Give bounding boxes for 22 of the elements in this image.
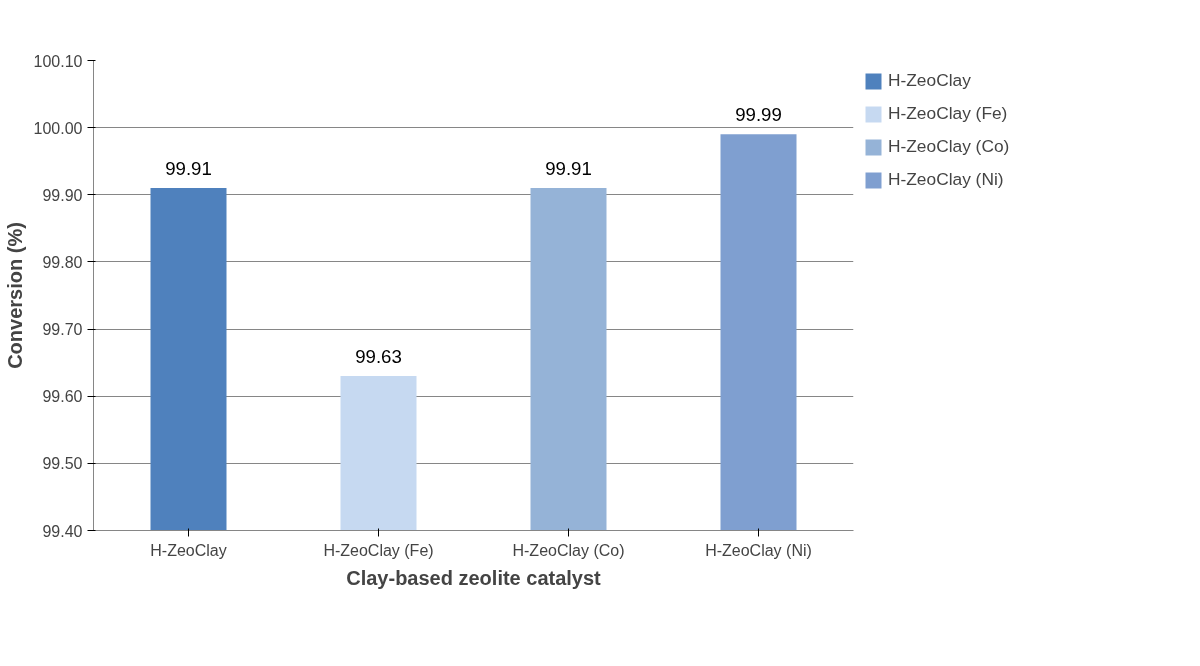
y-tick-label: 99.60 — [42, 388, 83, 406]
y-axis-title: Conversion (%) — [3, 222, 26, 369]
y-tick-label: 99.40 — [42, 522, 83, 540]
y-tick-label: 99.50 — [42, 455, 83, 473]
data-label: 99.63 — [355, 345, 402, 367]
data-label: 99.91 — [545, 157, 592, 179]
legend-label: H-ZeoClay (Co) — [888, 136, 1010, 157]
legend-label: H-ZeoClay — [888, 70, 971, 91]
data-label: 99.91 — [165, 157, 212, 179]
x-axis-title: Clay-based zeolite catalyst — [346, 566, 602, 589]
x-tick-label: H-ZeoClay (Co) — [512, 541, 625, 559]
x-tick-label: H-ZeoClay (Fe) — [323, 541, 434, 559]
legend-label: H-ZeoClay (Ni) — [888, 169, 1004, 190]
data-label: 99.99 — [735, 103, 782, 125]
y-tick-label: 99.90 — [42, 186, 83, 204]
y-tick-label: 99.70 — [42, 321, 83, 339]
x-tick-label: H-ZeoClay — [150, 541, 227, 559]
y-tick-label: 99.80 — [42, 253, 83, 271]
legend-label: H-ZeoClay (Fe) — [888, 103, 1008, 124]
y-tick-label: 100.10 — [33, 52, 83, 70]
y-tick-label: 100.00 — [33, 119, 83, 137]
x-tick-label: H-ZeoClay (Ni) — [705, 541, 812, 559]
